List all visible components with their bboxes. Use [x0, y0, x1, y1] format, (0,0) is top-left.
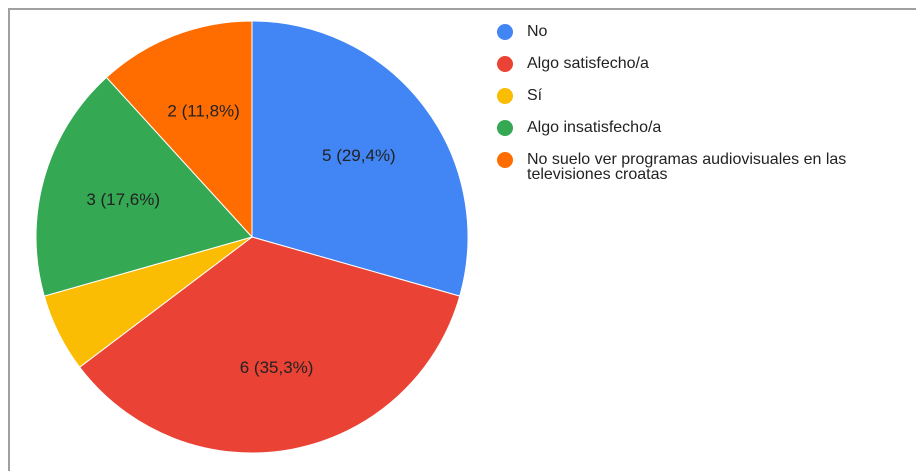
legend: No Algo satisfecho/a Sí Algo insatisfecho/a…: [497, 24, 897, 199]
pie-slice: [35, 76, 253, 297]
legend-label: No: [527, 23, 548, 40]
legend-swatch: [497, 88, 513, 104]
legend-swatch: [497, 120, 513, 136]
legend-item: Algo insatisfecho/a: [497, 119, 897, 136]
legend-label: Sí: [527, 87, 543, 104]
slice-label: 5 (29,4%): [322, 146, 396, 165]
slice-label: 3 (17,6%): [86, 190, 160, 209]
legend-swatch: [497, 152, 513, 168]
slice-label: 2 (11,8%): [167, 102, 239, 121]
legend-item: Sí: [497, 87, 897, 104]
legend-swatch: [497, 56, 513, 72]
slice-label: 6 (35,3%): [240, 358, 314, 377]
legend-swatch: [497, 24, 513, 40]
legend-item: No: [497, 23, 897, 40]
pie-slice: [251, 20, 469, 297]
pie-slice: [105, 20, 253, 239]
legend-label: No suelo ver programas audiovisuales en …: [527, 151, 847, 183]
legend-item: No suelo ver programas audiovisuales en …: [497, 151, 897, 183]
pie-slice: [78, 236, 461, 454]
legend-label: Algo satisfecho/a: [527, 55, 649, 72]
legend-item: Algo satisfecho/a: [497, 55, 897, 72]
legend-label: Algo insatisfecho/a: [527, 119, 662, 136]
